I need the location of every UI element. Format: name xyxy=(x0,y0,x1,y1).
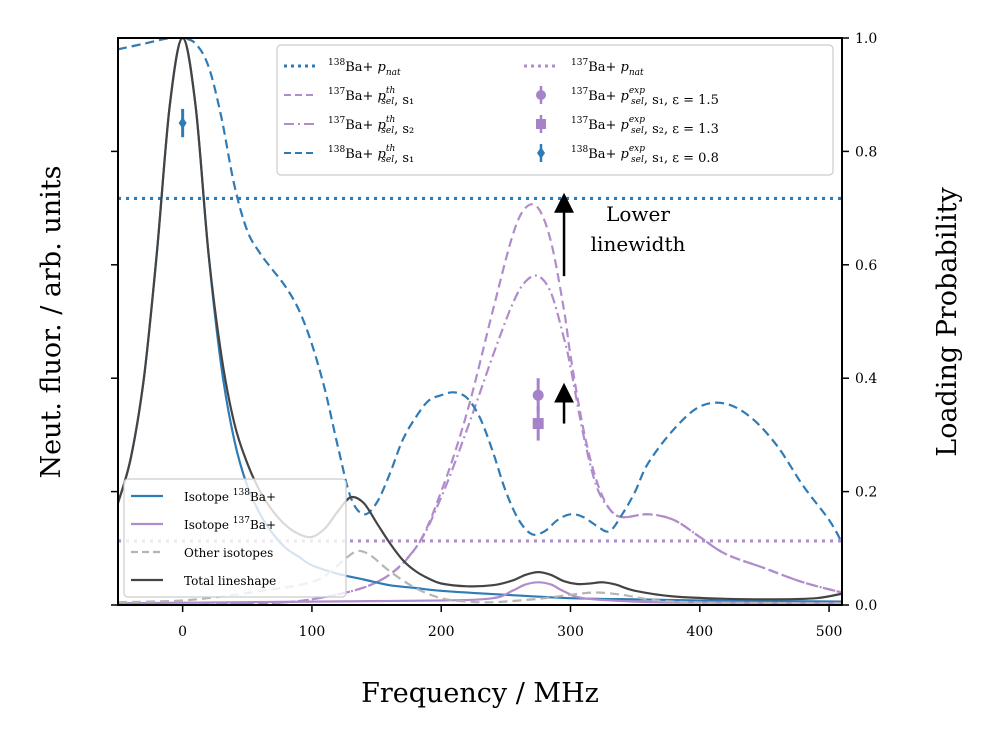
legend-lineshapes: Isotope 138Ba+ Isotope 137Ba+ Other isotop… xyxy=(123,478,347,598)
marker-square xyxy=(532,418,544,430)
legend-marker-circle xyxy=(536,90,546,100)
right-tick-label: 0.0 xyxy=(855,598,877,614)
legend-marker-diamond xyxy=(537,147,545,159)
legend-label: 137Ba+ pexp sel, s₂, ε = 1.3 xyxy=(571,115,719,137)
data-point-138ba-p-sel-exp-s1-0-8 xyxy=(178,108,187,138)
legend-entry-isotope-137ba: Isotope 137Ba+ xyxy=(131,516,276,532)
legends: 138Ba+ pnat 137Ba+ pth sel, s₁ 137Ba+ pth se… xyxy=(123,44,834,598)
marker-circle xyxy=(532,389,544,401)
legend-label: 138Ba+ pexp sel, s₁, ε = 0.8 xyxy=(571,144,719,166)
legend-label: 137Ba+ pexp sel, s₁, ε = 1.5 xyxy=(571,86,719,108)
annotation-text: linewidth xyxy=(591,232,686,256)
x-tick-label: 0 xyxy=(178,624,187,640)
legend-label: 137Ba+ pth sel, s₁ xyxy=(328,86,414,108)
legend-label: 137Ba+ pnat xyxy=(571,58,644,78)
left-axis-title: Neut. fluor. / arb. units xyxy=(36,165,67,478)
legend-label: Total lineshape xyxy=(184,574,276,588)
legend-entry-other-isotopes: Other isotopes xyxy=(131,546,273,560)
right-tick-label: 0.8 xyxy=(855,144,877,160)
legend-entry-137ba-p-nat: 137Ba+ pnat xyxy=(524,58,644,78)
legend-probabilities: 138Ba+ pnat 137Ba+ pth sel, s₁ 137Ba+ pth se… xyxy=(276,44,834,176)
legend-entry-138ba-p-sel-th-s1: 138Ba+ pth sel, s₁ xyxy=(284,144,414,166)
series-line-137ba-p-sel-th-s2 xyxy=(118,274,842,605)
legend-label: 138Ba+ pth sel, s₁ xyxy=(328,144,414,166)
legend-label: Isotope 138Ba+ xyxy=(184,488,276,504)
legend-marker-square xyxy=(536,119,546,129)
legend-box xyxy=(276,44,834,176)
data-point-137ba-p-sel-exp-s2-1-3 xyxy=(532,406,544,441)
x-tick-label: 200 xyxy=(428,624,455,640)
series-line-total-lineshape xyxy=(118,38,842,601)
legend-label: 137Ba+ pth sel, s₂ xyxy=(328,115,414,137)
marker-diamond xyxy=(178,117,187,130)
x-tick-label: 300 xyxy=(557,624,584,640)
right-axis-title: Loading Probability xyxy=(932,187,963,457)
x-tick-label: 500 xyxy=(816,624,843,640)
legend-box xyxy=(123,478,347,598)
legend-entry-137ba-p-sel-th-s2: 137Ba+ pth sel, s₂ xyxy=(284,115,414,137)
right-tick-label: 1.0 xyxy=(855,31,877,47)
series-line-138ba-p-sel-th-s1 xyxy=(118,38,842,544)
legend-entry-138ba-p-sel-exp-s1-0-8: 138Ba+ pexp sel, s₁, ε = 0.8 xyxy=(537,144,719,166)
legend-entry-137ba-p-sel-exp-s2-1-3: 137Ba+ pexp sel, s₂, ε = 1.3 xyxy=(536,115,719,137)
legend-label: 138Ba+ pnat xyxy=(328,58,401,78)
series-line-other-isotopes xyxy=(118,549,842,605)
right-tick-label: 0.2 xyxy=(855,485,877,501)
legend-entry-137ba-p-sel-th-s1: 137Ba+ pth sel, s₁ xyxy=(284,86,414,108)
legend-entry-138ba-p-nat: 138Ba+ pnat xyxy=(284,58,401,78)
right-tick-label: 0.4 xyxy=(855,371,877,387)
annotation-text: Lower xyxy=(606,202,670,226)
x-tick-label: 400 xyxy=(686,624,713,640)
legend-label: Other isotopes xyxy=(184,546,273,560)
legend-entry-137ba-p-sel-exp-s1-1-5: 137Ba+ pexp sel, s₁, ε = 1.5 xyxy=(536,86,719,108)
legend-label: Isotope 137Ba+ xyxy=(184,516,276,532)
series-line-isotope-137ba xyxy=(118,581,842,605)
legend-entry-total-lineshape: Total lineshape xyxy=(131,574,276,588)
axes-frame xyxy=(117,37,843,606)
legend-entry-isotope-138ba: Isotope 138Ba+ xyxy=(131,488,276,504)
annotations: Lower linewidth xyxy=(554,192,686,424)
right-tick-label: 0.6 xyxy=(855,258,877,274)
x-tick-label: 100 xyxy=(299,624,326,640)
axes: 0 100 200 300 400 500 0.0 0.2 0.4 0.6 0.8 1.0 xyxy=(111,31,877,640)
x-axis-title: Frequency / MHz xyxy=(361,678,599,709)
